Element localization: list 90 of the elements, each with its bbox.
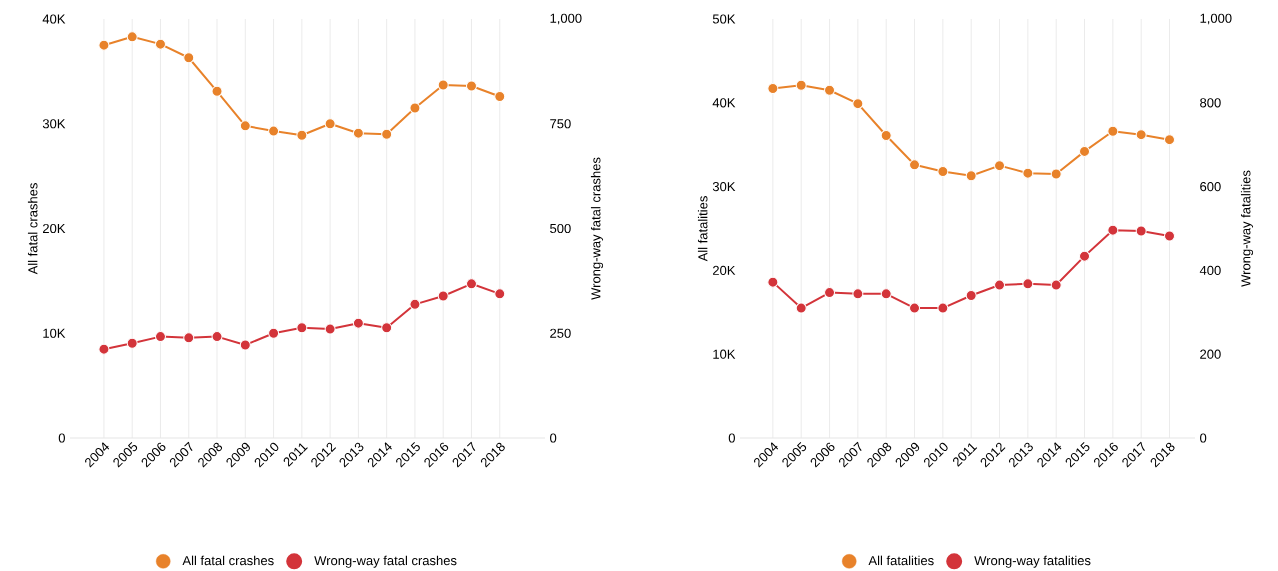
point: [494, 288, 506, 300]
y2-tick-label: 400: [1199, 265, 1221, 275]
point: [1050, 279, 1062, 291]
point: [126, 337, 138, 349]
point: [937, 302, 949, 314]
y2-tick-label: 1,000: [550, 13, 582, 25]
point: [296, 322, 308, 334]
point: [211, 85, 223, 97]
y-axis-title: All fatalities: [697, 195, 708, 262]
point: [1022, 278, 1034, 290]
point: [494, 90, 506, 102]
legend-label: Wrong-way fatal crashes: [314, 555, 457, 568]
point: [1079, 250, 1091, 262]
y2-tick-label: 0: [550, 433, 557, 443]
point: [767, 276, 779, 288]
point: [352, 127, 364, 139]
y2-tick-label: 750: [550, 118, 571, 129]
point: [296, 129, 308, 141]
point: [994, 279, 1006, 291]
y-tick-label: 50K: [712, 14, 736, 24]
point: [98, 39, 110, 51]
point: [1079, 145, 1091, 157]
legend-label: All fatal crashes: [182, 555, 274, 566]
point: [324, 323, 336, 335]
y-tick-label: 40K: [42, 14, 66, 24]
y-tick-label: 30K: [42, 118, 66, 129]
point: [852, 288, 864, 300]
y-tick-label: 40K: [712, 98, 736, 108]
point: [1164, 230, 1176, 242]
point: [852, 97, 864, 109]
point: [1164, 134, 1175, 146]
point: [409, 298, 421, 310]
y-tick-label: 20K: [43, 223, 66, 233]
point: [824, 286, 836, 298]
point: [324, 118, 336, 130]
point: [909, 302, 921, 314]
point: [880, 129, 892, 141]
y-tick-label: 20K: [713, 265, 736, 275]
point: [909, 159, 921, 171]
point: [183, 52, 195, 64]
point: [409, 102, 421, 114]
point: [767, 82, 779, 94]
point: [126, 31, 138, 43]
point: [1135, 128, 1147, 140]
point: [937, 165, 949, 177]
point: [239, 339, 251, 351]
point: [154, 330, 166, 342]
point: [1107, 125, 1119, 137]
point: [381, 128, 393, 140]
point: [465, 80, 477, 92]
point: [239, 120, 251, 132]
y2-tick-label: 1,000: [1200, 13, 1232, 25]
point: [183, 332, 195, 344]
point: [465, 278, 477, 290]
point: [98, 343, 110, 355]
point: [381, 322, 393, 334]
y2-tick-label: 200: [1200, 349, 1221, 359]
y2-tick-label: 600: [1200, 181, 1221, 192]
y2-axis-title: Wrong-way fatalities: [1240, 170, 1254, 287]
y-tick-label: 0: [58, 433, 65, 443]
point: [352, 317, 364, 329]
y2-tick-label: 0: [1200, 433, 1207, 443]
point: [795, 302, 807, 314]
point: [1135, 225, 1147, 237]
y2-tick-label: 500: [550, 223, 571, 233]
point: [1107, 224, 1119, 236]
point: [437, 79, 449, 91]
point: [1022, 167, 1034, 179]
legend-label: Wrong-way fatalities: [974, 555, 1091, 568]
point: [211, 330, 223, 342]
point: [965, 289, 977, 301]
y2-tick-label: 250: [550, 328, 571, 338]
point: [268, 327, 280, 339]
point: [994, 159, 1006, 171]
y2-axis-title: Wrong-way fatal crashes: [590, 157, 604, 300]
point: [965, 170, 977, 182]
point: [268, 125, 280, 137]
y-tick-label: 30K: [712, 181, 736, 192]
point: [1050, 168, 1062, 180]
point: [437, 290, 449, 302]
point: [880, 288, 892, 300]
y-axis-title: All fatal crashes: [27, 182, 38, 275]
y-tick-label: 10K: [43, 328, 66, 338]
point: [824, 84, 836, 96]
legend-label: All fatalities: [868, 555, 934, 566]
y2-tick-label: 800: [1200, 98, 1221, 108]
point: [795, 79, 807, 91]
y-tick-label: 0: [728, 433, 735, 443]
y-tick-label: 10K: [713, 349, 736, 359]
point: [154, 38, 166, 50]
